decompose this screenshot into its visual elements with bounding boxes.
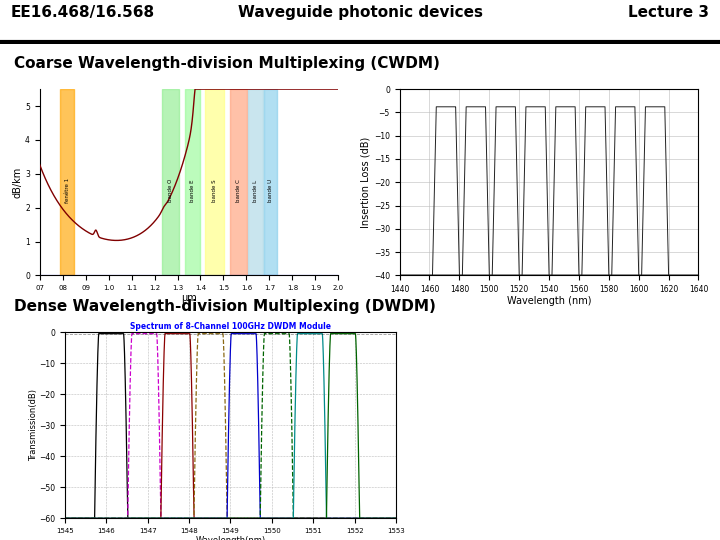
X-axis label: μm: μm	[181, 293, 197, 302]
Text: bande E: bande E	[190, 179, 195, 202]
Bar	[264, 89, 277, 275]
Text: bande O: bande O	[168, 179, 173, 202]
Text: Lecture 3: Lecture 3	[628, 5, 709, 20]
Bar	[185, 89, 200, 275]
X-axis label: Wavelength(nm): Wavelength(nm)	[195, 536, 266, 540]
Y-axis label: Insertion Loss (dB): Insertion Loss (dB)	[361, 137, 371, 228]
Text: fenêtre 1: fenêtre 1	[65, 178, 70, 203]
Text: bande C: bande C	[236, 179, 241, 202]
Text: Coarse Wavelength-division Multiplexing (CWDM): Coarse Wavelength-division Multiplexing …	[14, 57, 440, 71]
Text: Dense Wavelength-division Multiplexing (DWDM): Dense Wavelength-division Multiplexing (…	[14, 299, 436, 314]
X-axis label: Wavelength (nm): Wavelength (nm)	[507, 295, 591, 306]
Y-axis label: Transmission(dB): Transmission(dB)	[29, 389, 37, 461]
Title: Spectrum of 8-Channel 100GHz DWDM Module: Spectrum of 8-Channel 100GHz DWDM Module	[130, 322, 331, 332]
Bar	[162, 89, 179, 275]
Y-axis label: dB/km: dB/km	[12, 167, 22, 198]
Text: Waveguide photonic devices: Waveguide photonic devices	[238, 5, 482, 20]
Bar	[204, 89, 224, 275]
Text: bande L: bande L	[253, 180, 258, 202]
Text: EE16.468/16.568: EE16.468/16.568	[11, 5, 155, 20]
Bar	[248, 89, 263, 275]
Text: bande S: bande S	[212, 179, 217, 202]
Bar	[230, 89, 247, 275]
Bar	[60, 89, 74, 275]
Text: bande U: bande U	[268, 179, 273, 202]
